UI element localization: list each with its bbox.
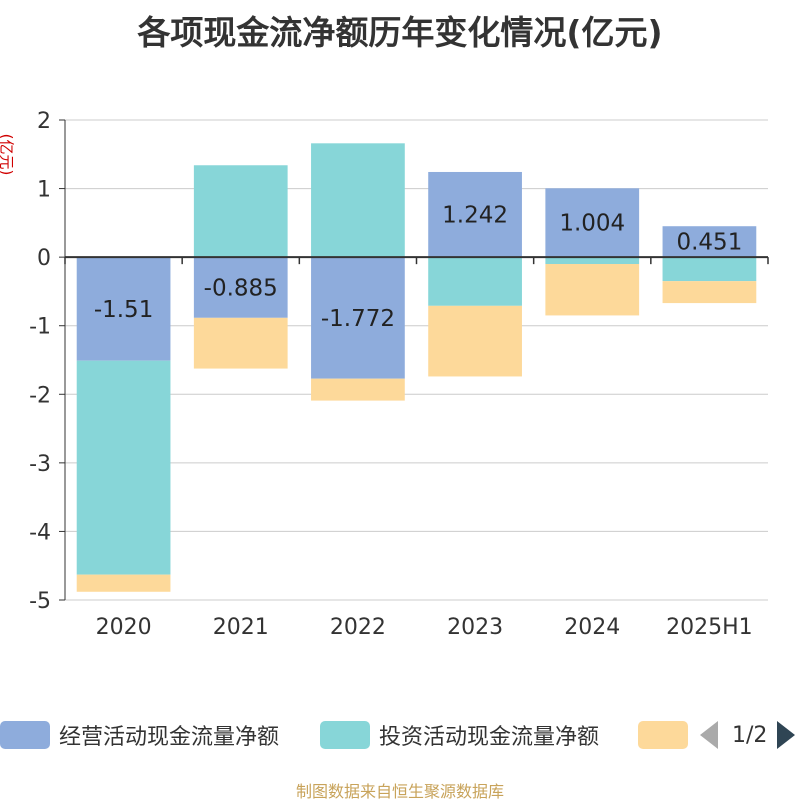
bar-series2-2022 xyxy=(311,378,405,401)
bar-series0-2021 xyxy=(193,257,288,318)
bar-series2-2021 xyxy=(193,317,288,369)
bar-series1-2024 xyxy=(545,257,640,264)
grid-layer xyxy=(65,119,768,601)
legend: 经营活动现金流量净额 投资活动现金流量净额 1/2 xyxy=(0,715,800,755)
bar-series2-2024 xyxy=(545,264,640,316)
data-label: 1.004 xyxy=(559,211,625,237)
x-tick-label: 2020 xyxy=(96,615,152,640)
x-tick-label: 2021 xyxy=(213,615,269,640)
bar-series2-2020 xyxy=(76,574,171,592)
bar-series2-2023 xyxy=(428,305,522,377)
y-tick-label: -3 xyxy=(29,452,51,477)
legend-item-operating[interactable]: 经营活动现金流量净额 xyxy=(0,715,279,755)
legend-label-investing: 投资活动现金流量净额 xyxy=(379,725,600,750)
legend-prev-icon[interactable] xyxy=(700,721,718,749)
data-label: -1.51 xyxy=(94,297,154,323)
bar-series1-2025H1 xyxy=(662,257,757,282)
x-tick-label: 2024 xyxy=(564,615,620,640)
legend-item-investing[interactable]: 投资活动现金流量净额 xyxy=(320,715,599,755)
y-tick-label: -2 xyxy=(29,383,51,408)
bar-series0-2022 xyxy=(311,257,405,379)
data-source-note: 制图数据来自恒生聚源数据库 xyxy=(295,782,504,801)
bar-series0-2024 xyxy=(545,188,640,258)
chart-title: 各项现金流净额历年变化情况(亿元) xyxy=(137,13,663,52)
legend-swatch-third xyxy=(638,721,688,749)
axis-layer: 2 1 0 -1 -2 -3 -4 -5 2020 2021 2022 2023 2024 2025H1 xyxy=(29,109,769,640)
bar-series0-2025H1 xyxy=(662,226,757,258)
bar-series1-2023 xyxy=(428,257,522,306)
y-tick-label: 2 xyxy=(37,109,51,134)
data-label: 1.242 xyxy=(442,203,508,229)
bar-series2-2025H1 xyxy=(662,281,757,304)
bar-series0-2020 xyxy=(76,257,171,361)
y-tick-label: 1 xyxy=(37,178,51,203)
bar-layer xyxy=(76,143,757,592)
x-tick-label: 2025H1 xyxy=(666,615,753,640)
x-tick-label: 2023 xyxy=(447,615,503,640)
legend-next-icon[interactable] xyxy=(777,721,796,749)
bar-series1-2022 xyxy=(311,143,405,258)
data-label: 0.451 xyxy=(676,230,742,256)
legend-item-third[interactable] xyxy=(638,715,688,755)
bar-series1-2020 xyxy=(76,360,171,575)
legend-page-indicator: 1/2 xyxy=(732,722,768,748)
data-label: -1.772 xyxy=(321,306,395,332)
legend-pager: 1/2 xyxy=(700,715,796,755)
legend-label-operating: 经营活动现金流量净额 xyxy=(59,725,280,750)
y-tick-label: -4 xyxy=(29,520,51,545)
x-tick-label: 2022 xyxy=(330,615,386,640)
y-tick-label: -5 xyxy=(29,589,51,614)
bar-series0-2023 xyxy=(428,171,522,258)
data-label: -0.885 xyxy=(204,275,278,301)
legend-swatch-operating xyxy=(0,721,50,749)
legend-swatch-investing xyxy=(320,721,370,749)
y-tick-label: -1 xyxy=(29,315,51,340)
y-tick-label: 0 xyxy=(37,246,51,271)
bar-series1-2021 xyxy=(193,165,288,258)
label-layer: -1.51 -0.885 -1.772 1.242 1.004 0.451 xyxy=(94,203,743,332)
